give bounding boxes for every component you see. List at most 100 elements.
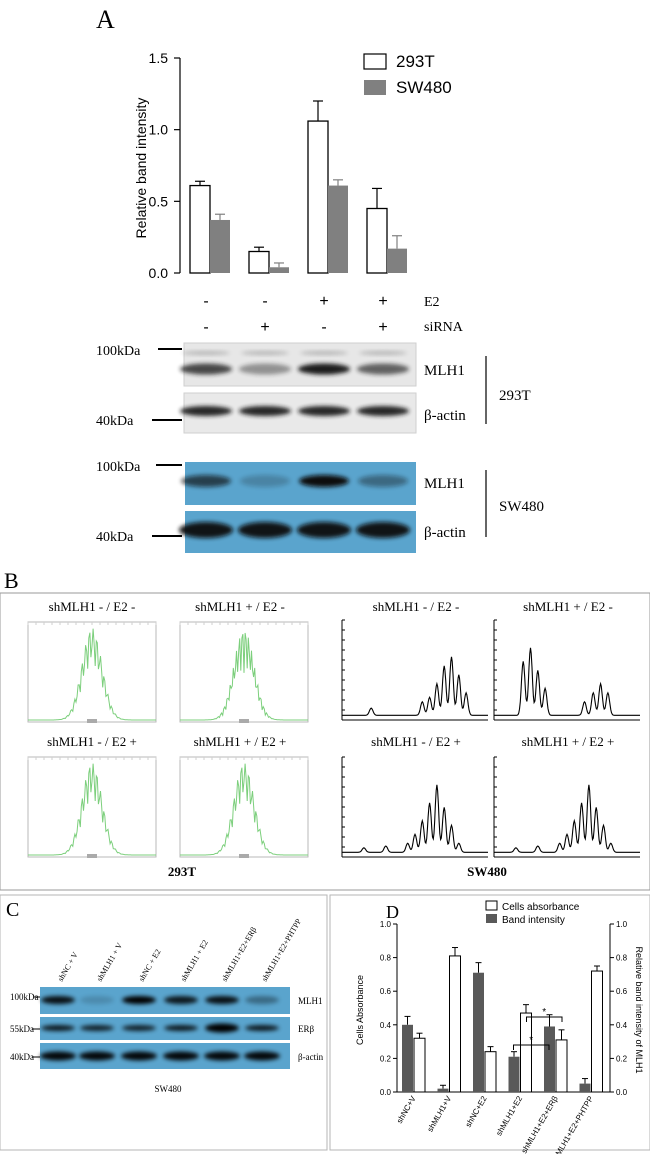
legend-swatch-293t [363, 53, 387, 70]
band-293t-mlh1 [180, 363, 232, 375]
blot-293t-bands [180, 351, 409, 416]
c-caption: SW480 [155, 1084, 183, 1094]
d-bar-absorbance [413, 1037, 426, 1093]
legend-label-sw480: SW480 [396, 78, 452, 97]
legend-swatch-sw480 [364, 80, 386, 95]
blot-sw480-mw-40: 40kDa [96, 530, 134, 545]
panel-a-bar-sw480 [328, 185, 348, 273]
c-mlh1-label: MLH1 [298, 996, 323, 1006]
d-bar-band [402, 1024, 413, 1092]
blot-293t-mlh1-label: MLH1 [424, 363, 465, 379]
blot-sw480-cell-line: SW480 [499, 499, 544, 515]
panel-a-y-axis-label: Relative band intensity [133, 98, 149, 239]
sirna-row-label: siRNA [424, 320, 464, 335]
d-sig-star-2: * [529, 1035, 533, 1046]
c-band-mlh1 [164, 996, 198, 1004]
band-293t-mlh1 [298, 363, 350, 375]
d-legend-label-absorbance: Cells absorbance [502, 902, 580, 913]
c-actin-label: β-actin [298, 1052, 324, 1062]
band-sw480-actin [356, 522, 410, 538]
d-bar-band [508, 1056, 520, 1092]
d-bar-band [544, 1026, 555, 1092]
b-right-title-2: shMLH1 + / E2 - [523, 599, 613, 614]
c-band-mlh1 [80, 996, 114, 1004]
d-y-tick-label-right: 1.0 [616, 920, 628, 929]
c-band-erb [122, 1025, 156, 1031]
c-band-actin [79, 1051, 115, 1061]
panel-a-label: A [96, 5, 115, 34]
c-erb-label: ERβ [298, 1024, 315, 1034]
histogram-marker [87, 719, 97, 723]
blot-sw480: 100kDa 40kDa MLH1 β-actin SW480 [96, 460, 544, 553]
panel-a-y-tick-label: 0.0 [149, 265, 169, 281]
d-sig-bracket-2 [513, 1044, 550, 1050]
b-right-title-4: shMLH1 + / E2 + [522, 734, 615, 749]
band-293t-mlh1 [357, 363, 409, 375]
d-legend-swatch-absorbance [485, 900, 498, 911]
d-y-tick-label-left: 1.0 [380, 920, 392, 929]
d-bar-absorbance [555, 1039, 568, 1093]
e2-sign: + [319, 293, 328, 310]
c-band-erb [205, 1023, 239, 1033]
d-y-axis-label-right: Relative band intensity of MLH1 [634, 946, 644, 1073]
blot-293t-actin-label: β-actin [424, 408, 466, 424]
band-293t-actin [357, 406, 409, 416]
d-y-tick-label-left: 0.2 [380, 1054, 392, 1063]
b-right-title-3: shMLH1 - / E2 + [371, 734, 461, 749]
d-bar-absorbance [449, 955, 461, 1093]
band-293t-upper [300, 351, 348, 355]
histogram-trace [28, 763, 156, 856]
trace-line [494, 784, 640, 853]
blot-sw480-actin-label: β-actin [424, 525, 466, 541]
band-293t-actin [298, 406, 350, 416]
e2-sign: - [262, 293, 267, 310]
band-293t-upper [182, 351, 230, 355]
panel-a-y-tick-label: 0.5 [149, 193, 169, 209]
panel-b-caption-sw480: SW480 [467, 864, 507, 879]
d-y-tick-label-left: 0.8 [380, 954, 392, 963]
c-mw-55: 55kDa [10, 1024, 34, 1034]
b-right-title-1: shMLH1 - / E2 - [373, 599, 460, 614]
d-bar-absorbance [591, 970, 603, 1093]
blot-sw480-bands [179, 475, 410, 538]
d-bar-absorbance [520, 1012, 532, 1093]
c-mw-40: 40kDa [10, 1052, 34, 1062]
d-bar-band [579, 1083, 591, 1092]
c-band-actin [204, 1051, 240, 1061]
b-left-title-3: shMLH1 - / E2 + [47, 734, 137, 749]
e2-sign: + [378, 293, 387, 310]
trace-line [342, 784, 488, 853]
panel-a-bar-293t [366, 207, 388, 274]
blot-293t-mw-40: 40kDa [96, 414, 134, 429]
panel-a-bars [189, 100, 407, 274]
d-y-axis-label-left: Cells Absorbance [355, 975, 365, 1045]
trace-line [494, 647, 640, 716]
panel-b-label: B [4, 568, 19, 593]
d-y-tick-label-left: 0.0 [380, 1088, 392, 1097]
band-293t-actin [180, 406, 232, 416]
blot-293t-cell-line: 293T [499, 388, 531, 404]
d-y-tick-label-right: 0.6 [616, 987, 628, 996]
blot-sw480-mw-100: 100kDa [96, 460, 141, 475]
panel-b-caption-293t: 293T [168, 864, 197, 879]
panel-a-bar-sw480 [387, 248, 407, 273]
d-sig-bracket-1 [526, 1016, 563, 1022]
blot-293t-mw-100: 100kDa [96, 344, 141, 359]
sirna-row: - + - + [203, 319, 387, 336]
d-sig-star-1: * [542, 1007, 546, 1018]
c-band-actin [121, 1051, 157, 1061]
panel-b-histograms [27, 619, 640, 858]
d-bar-band [473, 972, 484, 1092]
histogram-trace [180, 763, 308, 856]
e2-row-label: E2 [424, 295, 440, 310]
c-band-erb [164, 1025, 198, 1031]
c-band-mlh1 [122, 996, 156, 1004]
panel-c-label: C [6, 899, 19, 921]
histogram-marker [87, 854, 97, 858]
panel-a-bar-sw480 [269, 267, 289, 273]
c-band-erb [41, 1025, 75, 1031]
d-y-tick-label-left: 0.6 [380, 987, 392, 996]
e2-sign: - [203, 293, 208, 310]
c-band-mlh1 [245, 996, 279, 1004]
b-left-title-2: shMLH1 + / E2 - [195, 599, 285, 614]
